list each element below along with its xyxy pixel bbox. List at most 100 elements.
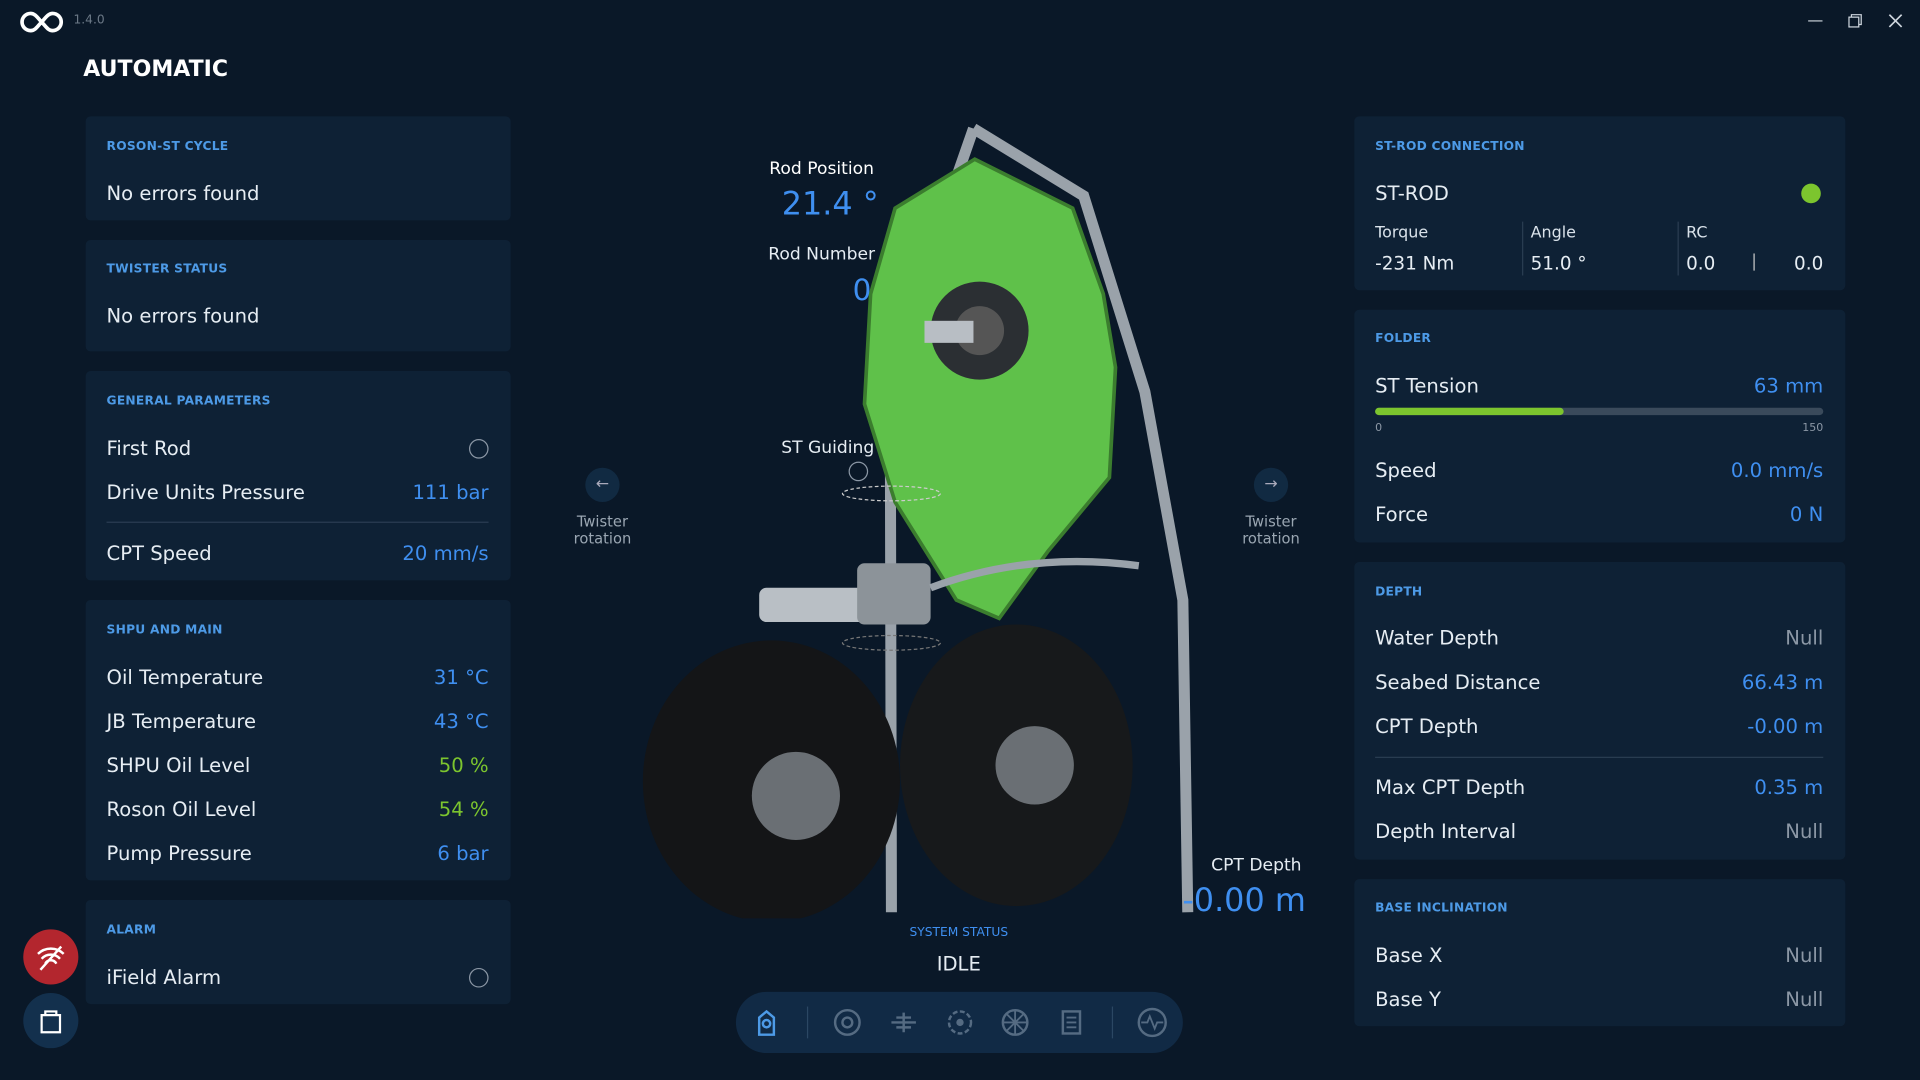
row-label: CPT Depth xyxy=(1375,714,1479,738)
param-row: SHPU Oil Level 50 % xyxy=(107,754,489,777)
tab-2[interactable] xyxy=(830,1005,864,1039)
row-value: Null xyxy=(1785,987,1824,1011)
row-label: Force xyxy=(1375,502,1429,526)
tension-track xyxy=(1375,407,1824,416)
base-inclination-panel: BASE INCLINATION Base X Null Base Y Null xyxy=(1354,879,1846,1027)
app-version: 1.4.0 xyxy=(73,13,105,27)
bag-button[interactable] xyxy=(23,993,79,1049)
st-tension-row: ST Tension 63 mm xyxy=(1375,374,1823,397)
alarm-panel: ALARM iField Alarm xyxy=(85,900,511,1005)
rod-position-label: Rod Position xyxy=(769,159,874,179)
panel-title: SHPU AND MAIN xyxy=(106,623,223,638)
system-status-label: SYSTEM STATUS xyxy=(909,926,1009,940)
folder-panel: FOLDER ST Tension 63 mm 0 150 Speed 0.0 mm… xyxy=(1354,309,1846,543)
maximize-button[interactable] xyxy=(1848,13,1863,28)
angle-label: Angle xyxy=(1530,224,1576,243)
param-row: Drive Units Pressure 111 bar xyxy=(107,481,489,504)
row-value: 50 % xyxy=(438,753,489,777)
panel-title: FOLDER xyxy=(1375,332,1432,346)
row-value: 66.43 m xyxy=(1741,670,1824,694)
twister-left-button[interactable]: ← xyxy=(585,467,620,503)
param-row: Speed 0.0 mm/s xyxy=(1375,459,1823,482)
twister-status-panel: TWISTER STATUS No errors found xyxy=(85,240,511,352)
param-row: Seabed Distance 66.43 m xyxy=(1375,670,1823,693)
st-rod-connection-panel: ST-ROD CONNECTION ST-ROD Torque -231 Nm … xyxy=(1354,116,1846,291)
tab-5[interactable] xyxy=(998,1005,1032,1039)
tab-3[interactable] xyxy=(887,1005,921,1039)
close-button[interactable] xyxy=(1888,13,1903,28)
param-row: Base X Null xyxy=(1375,943,1823,966)
param-row: Max CPT Depth 0.35 m xyxy=(1375,776,1823,799)
param-row: Force 0 N xyxy=(1375,503,1823,526)
tension-bar xyxy=(1375,407,1564,416)
param-row: Base Y Null xyxy=(1375,988,1823,1011)
row-value: 0.0 mm/s xyxy=(1730,458,1824,482)
row-value: 0.35 m xyxy=(1754,775,1824,799)
twister-left-label: Twister rotation xyxy=(573,513,632,548)
tab-7[interactable] xyxy=(1135,1005,1169,1039)
row-value: Null xyxy=(1785,626,1824,650)
panel-title: TWISTER STATUS xyxy=(106,262,228,277)
cpt-depth-label: CPT Depth xyxy=(1211,855,1302,876)
row-label: ST Tension xyxy=(1375,374,1479,398)
depth-panel: DEPTH Water Depth Null Seabed Distance 66.4… xyxy=(1354,562,1846,860)
wifi-off-button[interactable] xyxy=(23,929,79,985)
param-row: Water Depth Null xyxy=(1375,626,1823,649)
scale-min: 0 xyxy=(1375,422,1383,435)
row-label: CPT Speed xyxy=(106,541,212,566)
rod-number-value: 0 xyxy=(852,273,872,308)
row-indicator xyxy=(468,438,489,458)
twister-right-label: Twister rotation xyxy=(1242,513,1300,548)
row-value: -0.00 m xyxy=(1747,714,1824,738)
angle-value: 51.0 ° xyxy=(1530,252,1587,275)
row-value: Null xyxy=(1785,943,1824,967)
status-text: No errors found xyxy=(106,181,260,206)
twister-right-button[interactable]: → xyxy=(1253,467,1289,503)
status-text: No errors found xyxy=(106,304,260,328)
st-guiding-indicator xyxy=(848,461,869,482)
toolbar xyxy=(735,991,1183,1054)
machine-illustration xyxy=(642,123,1194,919)
st-rod-name: ST-ROD xyxy=(1375,181,1449,206)
param-row: CPT Speed 20 mm/s xyxy=(107,542,489,565)
page-title: AUTOMATIC xyxy=(83,56,229,83)
row-value: 63 mm xyxy=(1753,374,1824,398)
minimize-button[interactable]: — xyxy=(1807,12,1824,31)
param-row: Pump Pressure 6 bar xyxy=(107,842,489,865)
row-label: Speed xyxy=(1375,458,1437,482)
row-label: Pump Pressure xyxy=(106,841,252,866)
roson-cycle-panel: ROSON-ST CYCLE No errors found xyxy=(85,116,511,221)
row-label: SHPU Oil Level xyxy=(106,753,251,777)
connection-indicator xyxy=(1801,183,1821,204)
rc-value: 0.0 xyxy=(1794,252,1824,275)
param-row: Depth Interval Null xyxy=(1375,820,1823,843)
row-label: iField Alarm xyxy=(106,965,222,989)
row-value: 6 bar xyxy=(437,841,489,866)
row-value: 20 mm/s xyxy=(402,541,489,566)
st-guiding-label: ST Guiding xyxy=(781,438,875,458)
panel-title: GENERAL PARAMETERS xyxy=(106,394,271,409)
general-parameters-panel: GENERAL PARAMETERS First Rod Drive Units … xyxy=(85,371,511,581)
row-label: Water Depth xyxy=(1375,626,1499,650)
row-label: Drive Units Pressure xyxy=(106,480,305,504)
rod-number-label: Rod Number xyxy=(768,244,876,265)
automatic-tab[interactable] xyxy=(749,1005,783,1039)
tab-4[interactable] xyxy=(943,1005,977,1039)
cpt-depth-value: -0.00 m xyxy=(1182,882,1306,920)
divider xyxy=(1375,756,1824,758)
row-label: Max CPT Depth xyxy=(1375,775,1526,799)
row-value: Null xyxy=(1785,819,1824,844)
param-row: CPT Depth -0.00 m xyxy=(1375,714,1823,737)
panel-title: DEPTH xyxy=(1375,585,1423,600)
param-row: Oil Temperature 31 °C xyxy=(107,666,489,689)
shpu-panel: SHPU AND MAIN Oil Temperature 31 °C JB Tem… xyxy=(85,600,511,881)
panel-title: ROSON-ST CYCLE xyxy=(106,140,229,154)
rod-position-value: 21.4 ° xyxy=(781,186,879,223)
row-label: Seabed Distance xyxy=(1375,670,1541,694)
tab-6[interactable] xyxy=(1054,1005,1088,1039)
row-value: 43 °C xyxy=(433,709,489,733)
row-label: Base Y xyxy=(1375,987,1442,1011)
divider xyxy=(106,521,489,523)
panel-title: BASE INCLINATION xyxy=(1375,901,1508,916)
